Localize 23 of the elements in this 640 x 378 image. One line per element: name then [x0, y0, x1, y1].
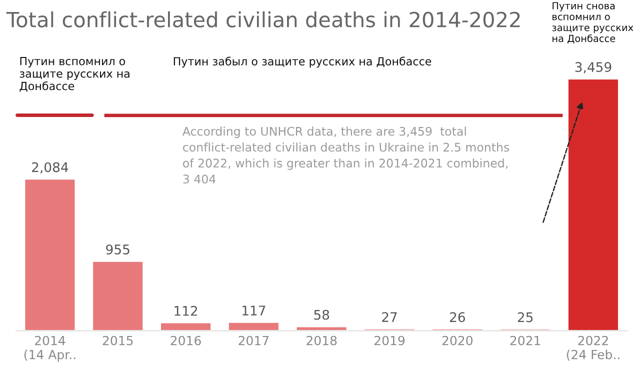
x-tick-label: 2022 (24 Feb.. — [566, 336, 620, 361]
data-label: 58 — [314, 310, 330, 320]
chart-title: Total conflict-related civilian deaths in 2014-2022 — [6, 11, 520, 28]
x-tick-label: 2019 — [374, 336, 405, 346]
x-tick-label: 2014 (14 Apr.. — [24, 336, 76, 362]
annotation: Путин вспомнил о защите русских на Донбассе — [20, 57, 130, 92]
data-label: 112 — [174, 306, 198, 316]
text: Путин забыл о защите русских на Донбассе — [174, 56, 432, 68]
text: Путин снова вспомнил о защите русских на Донбассе — [552, 2, 634, 44]
data-label: 117 — [242, 306, 266, 316]
data-label: 3,459 — [575, 62, 612, 74]
x-tick-label: 2021 — [510, 336, 540, 346]
data-label: 2,084 — [32, 162, 68, 174]
x-tick-label: 2020 — [442, 336, 472, 346]
x-tick-label: 2018 — [306, 336, 337, 346]
x-tick-label: 2017 — [238, 336, 269, 346]
data-label: 25 — [518, 312, 533, 322]
data-label: 955 — [106, 244, 130, 254]
x-tick-label: 2016 — [170, 336, 201, 346]
data-label: 27 — [382, 312, 397, 322]
annotation: According to UNHCR data, there are 3,459 total conflict-related civilian deaths in Ukraine in 2.5 months of 2022, which is greater than in 2014-2021 combined, 3 404 — [182, 126, 510, 184]
data-label: 26 — [450, 312, 465, 322]
x-tick-label: 2015 — [102, 336, 133, 346]
